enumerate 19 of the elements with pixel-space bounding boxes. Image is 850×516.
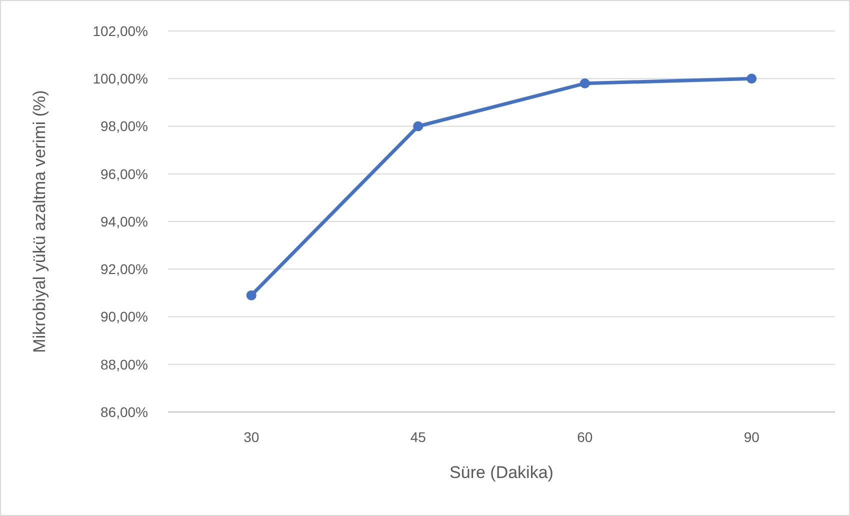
y-tick-label: 96,00% [100,166,148,182]
point [246,290,256,300]
x-tick-label: 90 [744,429,760,445]
x-axis-title: Süre (Dakika) [450,463,554,482]
y-tick-label: 100,00% [92,70,148,87]
point [746,74,757,84]
y-tick-label: 92,00% [100,261,148,278]
x-tick-label: 30 [244,429,260,445]
y-tick-label: 88,00% [100,356,148,372]
y-tick-label: 90,00% [100,308,148,325]
y-axis-title: Mikrobiyal yükü azaltma verimi (%) [30,90,49,353]
x-tick-label: 45 [410,429,426,445]
y-tick-label: 102,00% [92,22,148,39]
x-tick-label: 60 [577,429,593,445]
y-tick-label: 86,00% [100,404,148,420]
point [413,121,424,132]
point [580,78,590,88]
y-tick-label: 94,00% [100,213,148,230]
y-tick-label: 98,00% [100,118,148,134]
